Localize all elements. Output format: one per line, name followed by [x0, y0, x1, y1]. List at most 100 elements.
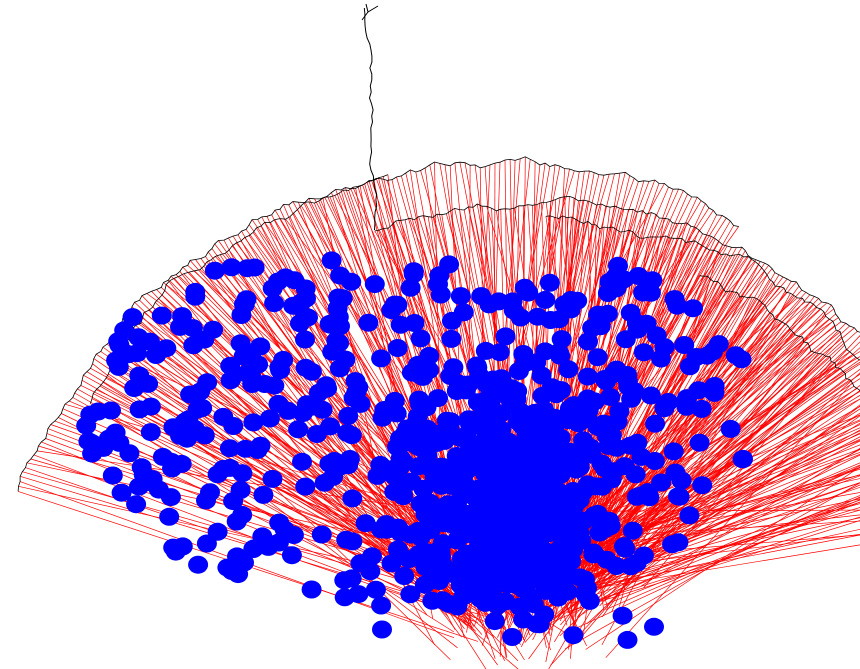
landmark	[535, 291, 555, 309]
landmark	[250, 337, 270, 355]
landmark	[692, 400, 712, 418]
landmark	[419, 347, 439, 365]
landmark	[288, 420, 308, 438]
landmark	[356, 514, 376, 532]
landmark	[599, 437, 619, 455]
landmark	[128, 328, 148, 346]
landmark	[463, 417, 483, 435]
landmark	[371, 597, 391, 615]
landmark	[595, 520, 615, 538]
landmark	[560, 400, 580, 418]
landmark	[485, 612, 505, 630]
landmark	[565, 454, 585, 472]
landmark	[507, 536, 527, 554]
landmark	[126, 495, 146, 513]
landmark	[645, 415, 665, 433]
landmark	[374, 401, 394, 419]
landmark	[627, 488, 647, 506]
trajectory-fork	[366, 4, 368, 12]
landmark	[537, 543, 557, 561]
landmark	[235, 296, 255, 314]
landmark	[252, 527, 272, 545]
landmark	[101, 402, 121, 420]
landmark	[404, 262, 424, 280]
landmark	[253, 486, 273, 504]
landmark	[627, 434, 647, 452]
landmark	[236, 440, 256, 458]
landmark	[526, 354, 546, 372]
landmark	[651, 350, 671, 368]
landmark	[513, 417, 533, 435]
landmark	[129, 478, 149, 496]
landmark	[227, 513, 247, 531]
landmark	[441, 412, 461, 430]
landmark	[336, 531, 356, 549]
landmark	[489, 292, 509, 310]
landmark	[152, 307, 172, 325]
landmark	[664, 442, 684, 460]
landmark	[188, 556, 208, 574]
landmark	[592, 455, 612, 473]
landmark	[554, 499, 574, 517]
landmark	[340, 450, 360, 468]
landmark	[141, 423, 161, 441]
landmark	[536, 582, 556, 600]
landmark	[486, 481, 506, 499]
landmark	[413, 368, 433, 386]
landmark	[385, 296, 405, 314]
landmark	[540, 450, 560, 468]
landmark	[689, 381, 709, 399]
landmark	[587, 417, 607, 435]
landmark	[295, 331, 315, 349]
landmark	[264, 377, 284, 395]
landmark	[641, 387, 661, 405]
landmark	[127, 344, 147, 362]
landmark	[425, 546, 445, 564]
landmark	[641, 284, 661, 302]
landmark	[302, 363, 322, 381]
landmark	[563, 626, 583, 644]
landmark	[166, 543, 186, 561]
landmark	[598, 305, 618, 323]
landmark	[290, 314, 310, 332]
landmark	[483, 371, 503, 389]
landmark	[185, 283, 205, 301]
landmark	[471, 590, 491, 608]
landmark	[213, 460, 233, 478]
landmark	[422, 592, 442, 610]
landmark	[483, 523, 503, 541]
landmark	[692, 476, 712, 494]
landmark	[609, 402, 629, 420]
landmark	[119, 444, 139, 462]
landmark	[372, 621, 392, 639]
landmark	[647, 326, 667, 344]
landmark	[628, 321, 648, 339]
landmark	[668, 533, 688, 551]
landmark	[644, 618, 664, 636]
landmark	[467, 357, 487, 375]
landmark	[613, 607, 633, 625]
landmark	[733, 450, 753, 468]
landmark	[442, 312, 462, 330]
landmark	[597, 551, 617, 569]
landmark	[237, 365, 257, 383]
landmark	[580, 438, 600, 456]
landmark	[401, 279, 421, 297]
landmark	[667, 297, 687, 315]
landmark	[260, 410, 280, 428]
landmark	[170, 318, 190, 336]
landmark	[273, 351, 293, 369]
landmark	[519, 443, 539, 461]
landmark	[333, 289, 353, 307]
landmark	[388, 339, 408, 357]
landmark	[726, 346, 746, 364]
landmark	[499, 437, 519, 455]
landmark	[679, 506, 699, 524]
landmark	[451, 287, 471, 305]
landmark	[269, 514, 289, 532]
landmark	[578, 368, 598, 386]
landmark	[358, 314, 378, 332]
landmark	[365, 275, 385, 293]
landmark	[334, 571, 354, 589]
landmark	[672, 472, 692, 490]
